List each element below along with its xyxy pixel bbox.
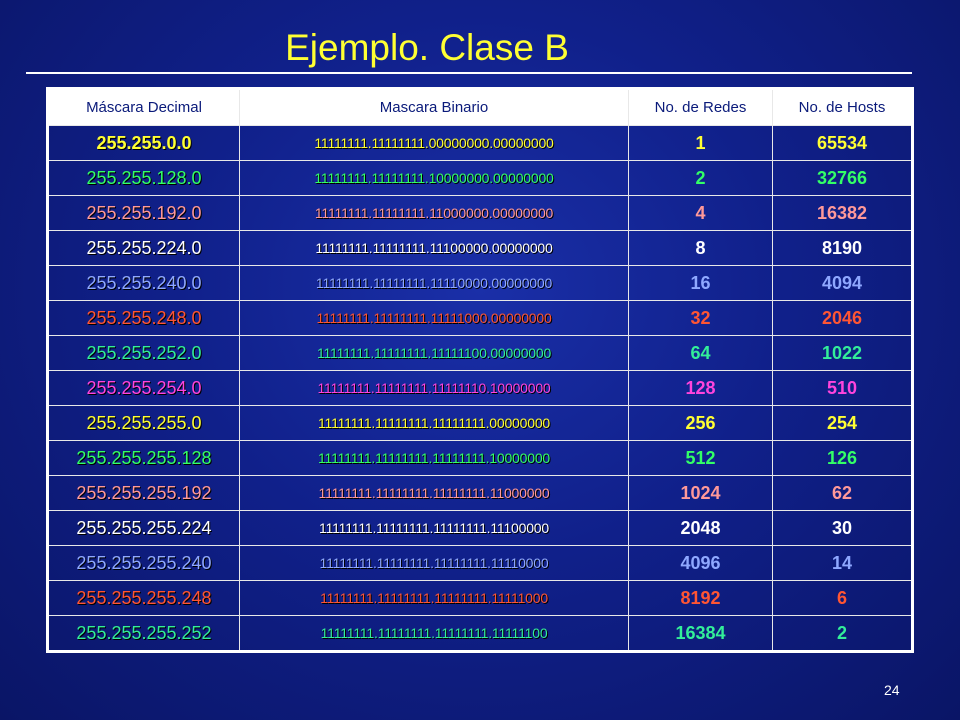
table-row: 255.255.255.192 11111111.11111111.1111111… (47, 475, 913, 511)
cell-no-redes: 4096 (628, 545, 773, 581)
cell-mascara-decimal: 255.255.255.252 (47, 615, 240, 652)
table-row: 255.255.240.0 11111111.11111111.11110000.… (47, 265, 913, 301)
subnet-table: Máscara Decimal Mascara Binario No. de R… (46, 87, 914, 653)
table-row: 255.255.255.128 11111111.11111111.1111111… (47, 440, 913, 476)
cell-no-redes: 4 (628, 195, 773, 231)
cell-no-hosts: 4094 (772, 265, 913, 301)
cell-no-redes: 8 (628, 230, 773, 266)
cell-no-hosts: 14 (772, 545, 913, 581)
cell-mascara-decimal: 255.255.224.0 (47, 230, 240, 266)
cell-no-hosts: 2046 (772, 300, 913, 336)
cell-no-redes: 16384 (628, 615, 773, 652)
cell-no-hosts: 62 (772, 475, 913, 511)
cell-mascara-decimal: 255.255.248.0 (47, 300, 240, 336)
cell-mascara-decimal: 255.255.240.0 (47, 265, 240, 301)
cell-no-hosts: 16382 (772, 195, 913, 231)
cell-mascara-binario: 11111111.11111111.11111111.11000000 (239, 475, 629, 511)
table-row: 255.255.254.0 11111111.11111111.11111110.… (47, 370, 913, 406)
cell-no-redes: 1 (628, 125, 773, 161)
cell-no-redes: 512 (628, 440, 773, 476)
cell-mascara-binario: 11111111.11111111.11111111.11111000 (239, 580, 629, 616)
cell-mascara-decimal: 255.255.255.224 (47, 510, 240, 546)
cell-no-redes: 128 (628, 370, 773, 406)
cell-mascara-binario: 11111111.11111111.11111111.11100000 (239, 510, 629, 546)
cell-no-hosts: 6 (772, 580, 913, 616)
cell-no-redes: 8192 (628, 580, 773, 616)
cell-mascara-binario: 11111111.11111111.11000000.00000000 (239, 195, 629, 231)
table-body: 255.255.0.0 11111111.11111111.00000000.00… (47, 125, 913, 652)
cell-mascara-binario: 11111111.11111111.11111100.00000000 (239, 335, 629, 371)
header-no-redes: No. de Redes (628, 88, 773, 126)
cell-no-redes: 2 (628, 160, 773, 196)
cell-no-hosts: 254 (772, 405, 913, 441)
table-row: 255.255.224.0 11111111.11111111.11100000.… (47, 230, 913, 266)
cell-mascara-binario: 11111111.11111111.11111000.00000000 (239, 300, 629, 336)
cell-mascara-decimal: 255.255.252.0 (47, 335, 240, 371)
cell-no-redes: 1024 (628, 475, 773, 511)
cell-mascara-decimal: 255.255.255.128 (47, 440, 240, 476)
slide-title: Ejemplo. Clase B (285, 27, 569, 68)
cell-no-redes: 16 (628, 265, 773, 301)
cell-no-hosts: 32766 (772, 160, 913, 196)
cell-no-hosts: 126 (772, 440, 913, 476)
header-no-hosts: No. de Hosts (772, 88, 913, 126)
cell-no-redes: 2048 (628, 510, 773, 546)
cell-mascara-binario: 11111111.11111111.10000000.00000000 (239, 160, 629, 196)
table-row: 255.255.248.0 11111111.11111111.11111000.… (47, 300, 913, 336)
cell-no-hosts: 1022 (772, 335, 913, 371)
cell-mascara-binario: 11111111.11111111.11111111.10000000 (239, 440, 629, 476)
cell-no-hosts: 2 (772, 615, 913, 652)
cell-mascara-decimal: 255.255.254.0 (47, 370, 240, 406)
cell-mascara-decimal: 255.255.255.248 (47, 580, 240, 616)
cell-mascara-decimal: 255.255.128.0 (47, 160, 240, 196)
cell-mascara-binario: 11111111.11111111.11110000.00000000 (239, 265, 629, 301)
cell-mascara-binario: 11111111.11111111.00000000.00000000 (239, 125, 629, 161)
cell-mascara-binario: 11111111.11111111.11111111.11110000 (239, 545, 629, 581)
table-row: 255.255.192.0 11111111.11111111.11000000.… (47, 195, 913, 231)
cell-no-redes: 32 (628, 300, 773, 336)
cell-no-hosts: 510 (772, 370, 913, 406)
header-mascara-decimal: Máscara Decimal (47, 88, 240, 126)
cell-mascara-binario: 11111111.11111111.11111111.00000000 (239, 405, 629, 441)
page-number: 24 (884, 682, 900, 698)
cell-mascara-decimal: 255.255.0.0 (47, 125, 240, 161)
header-mascara-binario: Mascara Binario (239, 88, 629, 126)
cell-mascara-decimal: 255.255.192.0 (47, 195, 240, 231)
table-row: 255.255.255.224 11111111.11111111.1111111… (47, 510, 913, 546)
table-header-row: Máscara Decimal Mascara Binario No. de R… (47, 88, 913, 126)
cell-mascara-binario: 11111111.11111111.11111110.10000000 (239, 370, 629, 406)
table-row: 255.255.255.240 11111111.11111111.1111111… (47, 545, 913, 581)
table-row: 255.255.255.252 11111111.11111111.1111111… (47, 615, 913, 652)
cell-no-redes: 256 (628, 405, 773, 441)
cell-no-hosts: 65534 (772, 125, 913, 161)
cell-mascara-decimal: 255.255.255.192 (47, 475, 240, 511)
cell-mascara-binario: 11111111.11111111.11111111.11111100 (239, 615, 629, 652)
cell-no-redes: 64 (628, 335, 773, 371)
table-row: 255.255.255.248 11111111.11111111.1111111… (47, 580, 913, 616)
title-divider (26, 72, 912, 74)
table-row: 255.255.128.0 11111111.11111111.10000000.… (47, 160, 913, 196)
table-row: 255.255.255.0 11111111.11111111.11111111.… (47, 405, 913, 441)
cell-mascara-decimal: 255.255.255.240 (47, 545, 240, 581)
cell-mascara-binario: 11111111.11111111.11100000.00000000 (239, 230, 629, 266)
cell-mascara-decimal: 255.255.255.0 (47, 405, 240, 441)
cell-no-hosts: 8190 (772, 230, 913, 266)
table-row: 255.255.252.0 11111111.11111111.11111100.… (47, 335, 913, 371)
cell-no-hosts: 30 (772, 510, 913, 546)
table-row: 255.255.0.0 11111111.11111111.00000000.00… (47, 125, 913, 161)
